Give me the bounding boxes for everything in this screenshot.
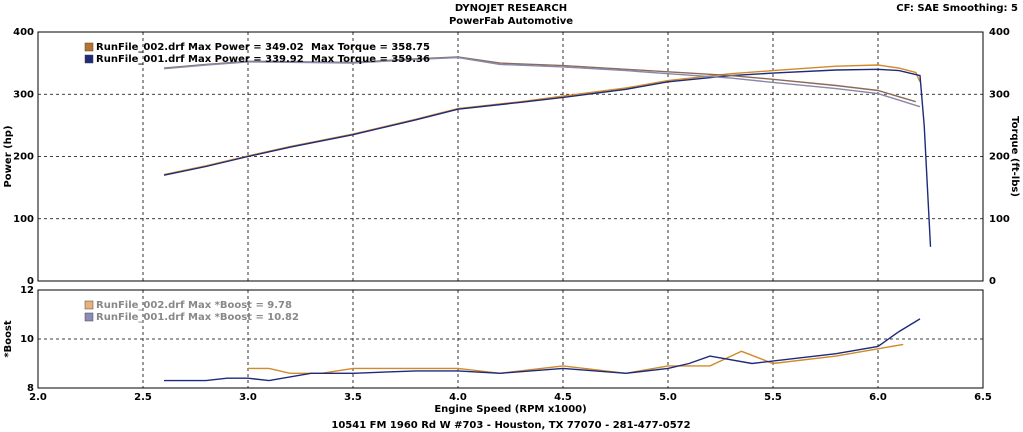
x-tick-label: 3.5 (344, 392, 362, 403)
settings: CF: SAE Smoothing: 5 (896, 3, 1018, 14)
legend-label-2: Max Torque = 358.75 (311, 42, 430, 53)
footer: 10541 FM 1960 Rd W #703 - Houston, TX 77… (331, 420, 690, 431)
legend-label: RunFile_002.drf Max Power = 349.02 (96, 42, 304, 53)
y2-tick-label: 0 (989, 276, 996, 287)
y-tick-label: 200 (13, 152, 34, 163)
y-tick-label: 100 (13, 214, 34, 225)
x-tick-label: 2.5 (134, 392, 152, 403)
legend-label: RunFile_002.drf Max *Boost = 9.78 (96, 300, 292, 311)
series-line (163, 56, 921, 108)
y2-tick-label: 300 (989, 89, 1010, 100)
y2-tick-label: 200 (989, 152, 1010, 163)
legend-swatch (84, 42, 94, 52)
y-tick-label: 300 (13, 89, 34, 100)
legend-label-2: Max Torque = 359.36 (311, 54, 430, 65)
series-line (164, 318, 921, 382)
x-tick-label: 5.0 (659, 392, 677, 403)
y-tick-label: 0 (27, 276, 34, 287)
y2-tick-label: 100 (989, 214, 1010, 225)
legend-label: RunFile_001.drf Max *Boost = 10.82 (96, 312, 299, 323)
x-tick-label: 6.0 (869, 392, 887, 403)
y-axis-label: Power (hp) (3, 125, 14, 187)
y-tick-label: 8 (27, 383, 34, 394)
y2-axis-label: Torque (ft-lbs) (1009, 116, 1020, 197)
subtitle: PowerFab Automotive (449, 16, 573, 27)
y-tick-label: 10 (20, 334, 34, 345)
title: DYNOJET RESEARCH (455, 3, 567, 14)
x-tick-label: 3.0 (239, 392, 257, 403)
legend-swatch (84, 300, 94, 310)
x-tick-label: 4.0 (449, 392, 467, 403)
x-axis-label: Engine Speed (RPM x1000) (434, 404, 586, 415)
legend-swatch (84, 54, 94, 64)
legend-label: RunFile_001.drf Max Power = 339.92 (96, 54, 304, 65)
x-tick-label: 6.5 (974, 392, 992, 403)
x-tick-label: 4.5 (554, 392, 572, 403)
series-line (163, 68, 932, 247)
y2-tick-label: 400 (989, 27, 1010, 38)
y-tick-label: 400 (13, 27, 34, 38)
x-tick-label: 5.5 (764, 392, 782, 403)
legend-swatch (84, 312, 94, 322)
y-tick-label: 12 (20, 285, 34, 296)
y-axis-label: *Boost (3, 320, 14, 358)
x-tick-label: 2.0 (29, 392, 47, 403)
